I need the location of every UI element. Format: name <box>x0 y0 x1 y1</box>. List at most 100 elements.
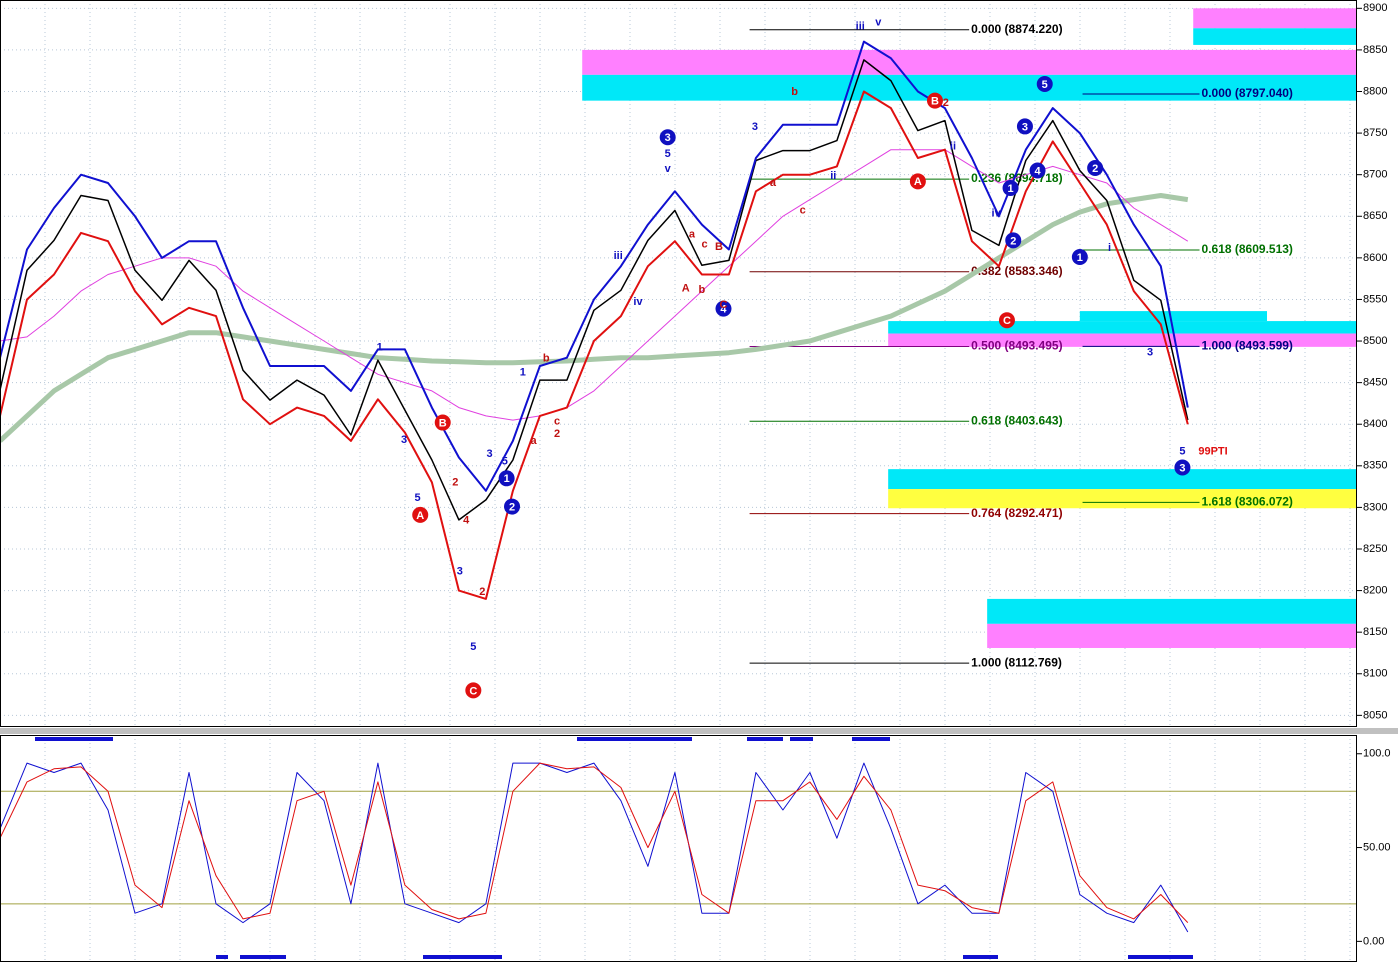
wave-label: 5 <box>502 456 508 468</box>
y-tick-label: 8400 <box>1363 418 1387 430</box>
series-line <box>0 59 1189 521</box>
fib-label: 0.764 (8292.471) <box>971 506 1062 520</box>
wave-label: 1 <box>1077 252 1083 264</box>
wave-label: C <box>1003 315 1011 327</box>
wave-marker <box>909 173 926 190</box>
wave-label: 4 <box>463 515 470 527</box>
zone <box>582 49 1357 75</box>
series-line <box>0 193 1189 443</box>
wave-marker <box>998 312 1015 329</box>
wave-marker <box>1087 160 1104 177</box>
wave-label: 3 <box>486 448 492 460</box>
wave-label: v <box>875 16 882 28</box>
wave-marker <box>659 129 676 146</box>
wave-label: ii <box>950 140 956 152</box>
zone <box>987 598 1357 624</box>
wave-label: 4 <box>720 304 727 316</box>
y-tick-label: 8250 <box>1363 543 1387 555</box>
wave-label: iii <box>614 250 623 262</box>
zone <box>582 74 1357 101</box>
signal-bar <box>1128 955 1193 959</box>
wave-label: 3 <box>1022 121 1028 133</box>
y-tick-label: 8700 <box>1363 169 1387 181</box>
wave-label: 4 <box>1034 165 1041 177</box>
wave-label: b <box>699 284 706 296</box>
wave-label: 1 <box>520 367 526 379</box>
wave-label: a <box>531 435 538 447</box>
wave-label: 3 <box>401 434 407 446</box>
zone <box>1193 8 1357 29</box>
wave-label: 1 <box>504 473 510 485</box>
wave-label: 1 <box>1007 183 1013 195</box>
y-tick-label: 8900 <box>1363 2 1387 14</box>
wave-label: 3 <box>665 132 671 144</box>
wave-label: 2 <box>554 428 560 440</box>
wave-label: 3 <box>1179 462 1185 474</box>
signal-bar <box>35 737 113 741</box>
wave-label: c <box>554 416 560 428</box>
wave-marker <box>498 470 515 487</box>
y-tick-label: 8450 <box>1363 377 1387 389</box>
zone <box>888 469 1357 490</box>
wave-marker <box>1016 118 1033 135</box>
zone <box>1193 28 1357 45</box>
stochastic-panel: 0.00 50.00 100.0 <box>0 737 1391 959</box>
signal-bar <box>852 737 890 741</box>
wave-label: C <box>720 299 728 311</box>
wave-marker <box>926 92 943 109</box>
wave-label: 3 <box>752 121 758 133</box>
signal-bar <box>240 955 286 959</box>
y-tick-label: 8300 <box>1363 501 1387 513</box>
y-tick-label: 50.00 <box>1363 841 1391 853</box>
wave-label: b <box>543 352 550 364</box>
wave-label: c <box>800 204 806 216</box>
zone <box>1079 311 1268 322</box>
y-tick-label: 100.0 <box>1363 748 1391 760</box>
wave-marker <box>1005 232 1022 249</box>
fib-label: 1.000 (8112.769) <box>971 655 1062 669</box>
fib-label: 0.382 (8583.346) <box>971 264 1062 278</box>
wave-label: 2 <box>1010 235 1016 247</box>
wave-label: 5 <box>665 148 671 160</box>
y-tick-label: 8550 <box>1363 293 1387 305</box>
y-tick-label: 8800 <box>1363 85 1387 97</box>
wave-label: iv <box>633 296 643 308</box>
signal-bar <box>577 737 692 741</box>
fib-label: 1.618 (8306.072) <box>1202 495 1293 509</box>
panel-separator <box>0 728 1398 734</box>
wave-label: 1 <box>377 342 383 354</box>
wave-label: ii <box>830 170 836 182</box>
wave-label: b <box>791 86 798 98</box>
wave-label: iv <box>992 208 1002 220</box>
wave-marker <box>1002 179 1019 196</box>
y-tick-label: 0.00 <box>1363 935 1384 947</box>
y-tick-label: 8750 <box>1363 127 1387 139</box>
series-line <box>0 762 1189 923</box>
wave-marker <box>412 506 429 523</box>
price-frame <box>0 0 1357 727</box>
wave-label: B <box>439 417 447 429</box>
zone <box>888 321 1357 334</box>
fib-label: 1.000 (8493.599) <box>1202 339 1293 353</box>
signal-bar <box>963 955 998 959</box>
wave-label: 3 <box>457 565 463 577</box>
wave-label: C <box>469 685 477 697</box>
y-tick-label: 8650 <box>1363 210 1387 222</box>
wave-label: v <box>665 163 672 175</box>
wave-marker <box>1036 76 1053 93</box>
wave-marker <box>504 498 521 515</box>
series-line <box>0 90 1189 600</box>
y-tick-label: 8850 <box>1363 44 1387 56</box>
wave-label: A <box>914 176 922 188</box>
y-tick-label: 8500 <box>1363 335 1387 347</box>
wave-label: 2 <box>452 476 458 488</box>
wave-label: a <box>770 177 777 189</box>
wave-label: iii <box>856 21 865 33</box>
wave-label: A <box>682 283 690 295</box>
signal-bar <box>423 955 502 959</box>
wave-label: 99PTI <box>1198 446 1227 458</box>
y-tick-label: 8350 <box>1363 460 1387 472</box>
zone <box>888 333 1357 347</box>
